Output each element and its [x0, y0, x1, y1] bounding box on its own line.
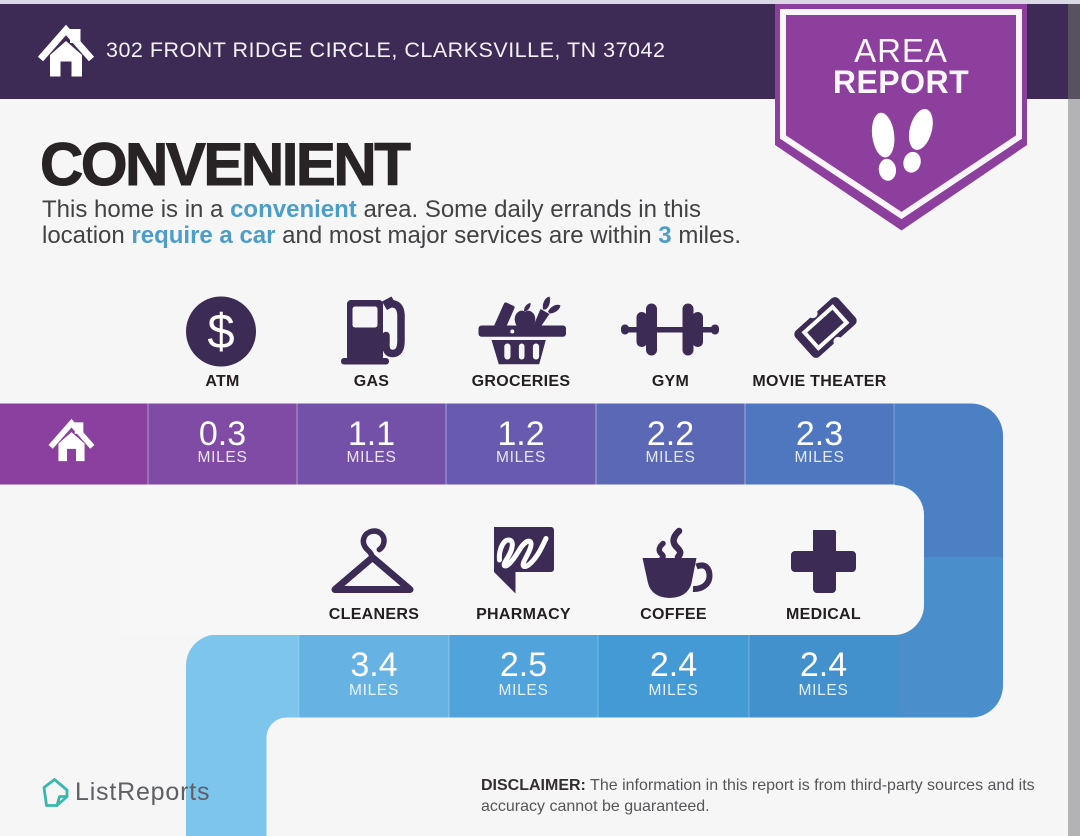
svg-text:$: $ — [207, 305, 234, 359]
